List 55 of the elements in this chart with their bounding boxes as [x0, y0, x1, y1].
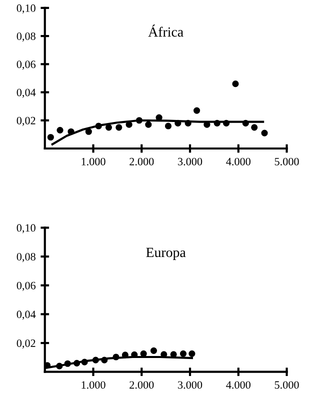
point [68, 128, 74, 135]
y-tick-label: 0,04 [16, 88, 36, 98]
x-tick-label: 3.000 [178, 158, 202, 166]
point [193, 107, 200, 114]
point [150, 347, 158, 354]
point [47, 134, 54, 141]
point [64, 360, 71, 367]
point [145, 121, 152, 128]
point [136, 117, 143, 124]
x-tick-label: 5.000 [274, 381, 299, 389]
point [116, 124, 122, 131]
point [232, 80, 239, 88]
point [105, 124, 112, 131]
y-tick-label: 0,06 [16, 60, 36, 70]
point [188, 350, 196, 357]
x-tick-label: 2.000 [130, 381, 154, 389]
point [95, 122, 102, 130]
point [223, 120, 230, 126]
y-tick-label: 0,08 [16, 252, 36, 262]
point [56, 126, 64, 134]
x-tick-label: 4.000 [226, 158, 250, 166]
point [140, 350, 147, 357]
point [126, 121, 132, 128]
point [101, 356, 108, 364]
point [92, 356, 99, 364]
text: Europa [146, 248, 186, 260]
x-tick-label: 4.000 [226, 381, 250, 389]
point [261, 130, 268, 136]
y-tick-label: 0,02 [16, 116, 36, 126]
point [174, 120, 182, 126]
point [122, 352, 128, 358]
y-tick-label: 0,10 [16, 224, 36, 234]
point [85, 128, 92, 135]
point [251, 124, 258, 131]
x-tick-label: 3.000 [178, 381, 202, 389]
point [214, 120, 220, 126]
point [242, 120, 249, 126]
point [56, 362, 63, 370]
y-tick-label: 0,08 [16, 32, 36, 42]
point [156, 114, 162, 121]
y-tick-label: 0,04 [16, 310, 36, 320]
point [112, 354, 120, 360]
point [184, 120, 192, 126]
point [164, 122, 172, 130]
x-tick-label: 1.000 [82, 381, 106, 389]
x-tick-label: 1.000 [82, 158, 106, 166]
point [81, 358, 88, 366]
y-tick-label: 0,06 [16, 282, 36, 291]
x-tick-label: 5.000 [274, 158, 299, 166]
point [180, 350, 187, 357]
y-tick-label: 0,02 [16, 339, 36, 349]
x-tick-label: 2.000 [130, 158, 154, 166]
text: África [148, 24, 184, 37]
point [74, 360, 80, 366]
y-tick-label: 0,10 [16, 4, 36, 14]
